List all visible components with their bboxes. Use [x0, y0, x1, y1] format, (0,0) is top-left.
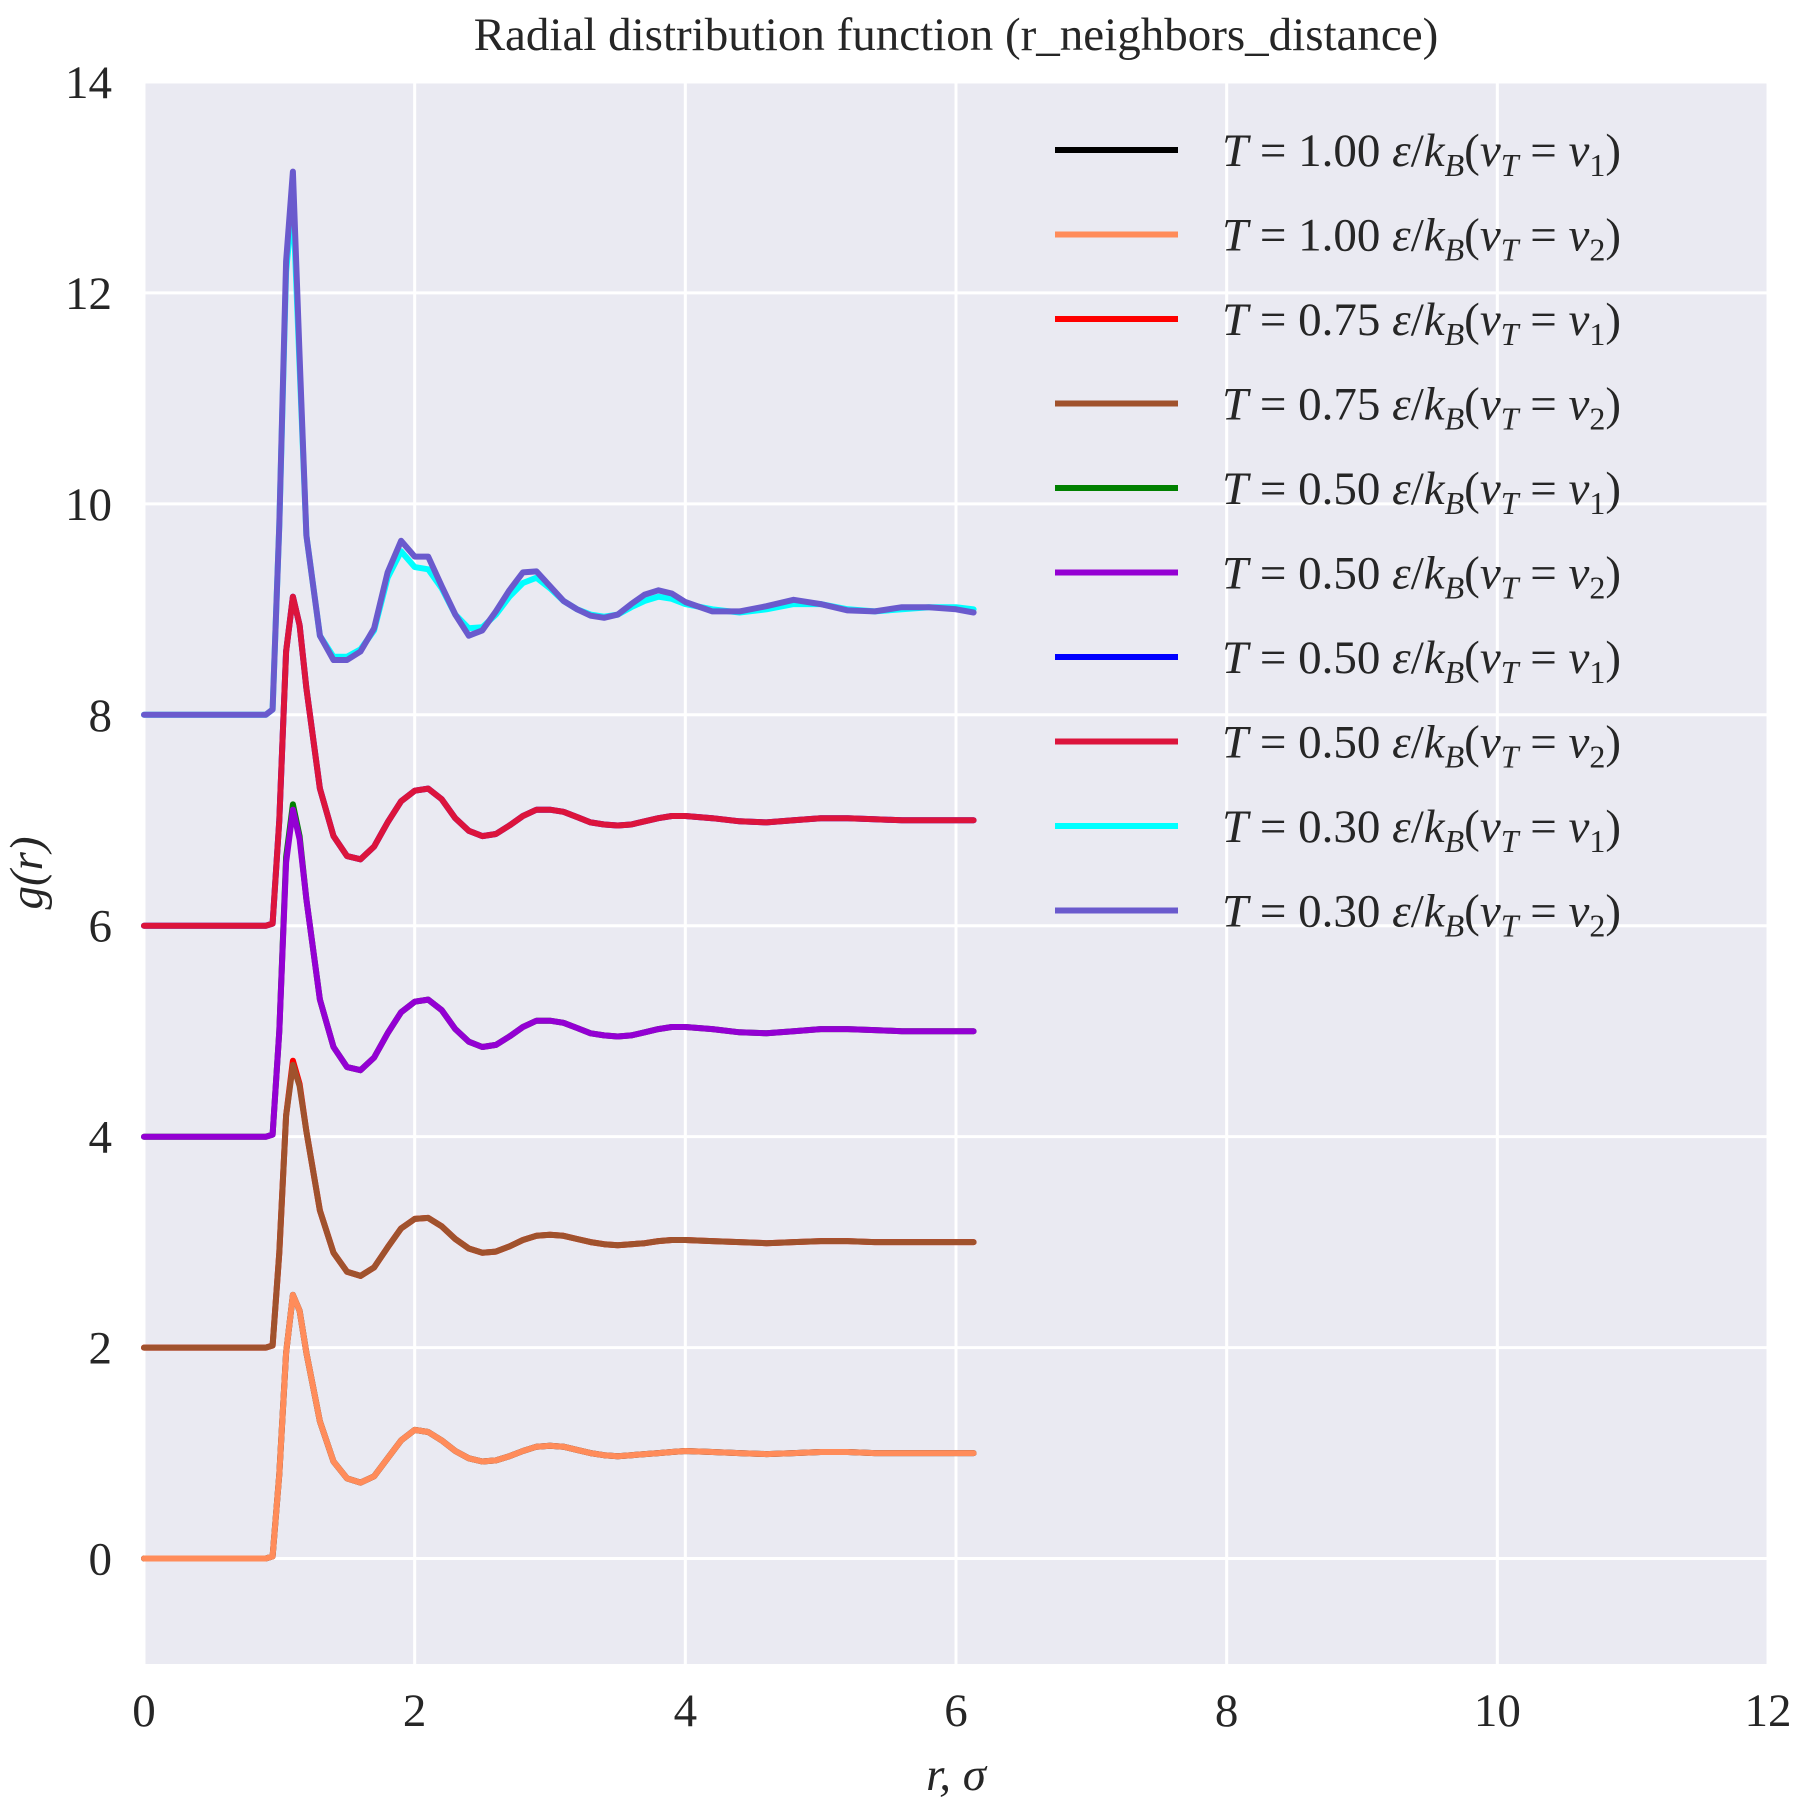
x-tick-label: 2	[403, 1685, 427, 1737]
legend-label: T = 1.00 ε/kB(vT = v2)	[1222, 210, 1621, 268]
x-axis-label: r, σ	[926, 1749, 988, 1801]
series-line	[141, 593, 977, 929]
y-tick-label: 10	[65, 479, 112, 531]
x-tick-label: 0	[132, 1685, 156, 1737]
grid-lines	[142, 80, 1770, 1664]
series-line	[141, 806, 977, 1140]
y-tick-label: 14	[65, 57, 112, 109]
y-tick-label: 2	[89, 1323, 113, 1375]
legend-label: T = 0.30 ε/kB(vT = v2)	[1222, 886, 1621, 944]
x-tick-label: 12	[1745, 1685, 1792, 1737]
series-line	[141, 1061, 977, 1351]
chart-title: Radial distribution function (r_neighbor…	[474, 9, 1439, 61]
legend-label: T = 1.00 ε/kB(vT = v1)	[1222, 125, 1621, 183]
y-tick-labels: 0 2 4 6 8 10 12 14	[65, 57, 112, 1586]
legend-label: T = 0.50 ε/kB(vT = v1)	[1222, 632, 1621, 690]
y-axis-label: g(r)	[1, 836, 53, 909]
series-line	[141, 168, 977, 718]
y-tick-label: 8	[89, 690, 113, 742]
series-lines	[141, 168, 977, 1562]
series-line	[141, 1291, 977, 1562]
legend-label: T = 0.50 ε/kB(vT = v2)	[1222, 548, 1621, 606]
legend-label: T = 0.75 ε/kB(vT = v1)	[1222, 294, 1621, 352]
x-tick-label: 10	[1474, 1685, 1521, 1737]
y-tick-label: 0	[89, 1534, 113, 1586]
y-tick-label: 4	[89, 1112, 113, 1164]
legend-label: T = 0.30 ε/kB(vT = v1)	[1222, 801, 1621, 859]
y-tick-label: 6	[89, 901, 113, 953]
x-tick-label: 4	[674, 1685, 698, 1737]
x-tick-label: 8	[1215, 1685, 1239, 1737]
legend: T = 1.00 ε/kB(vT = v1) T = 1.00 ε/kB(vT =…	[1055, 125, 1621, 944]
legend-label: T = 0.50 ε/kB(vT = v2)	[1222, 717, 1621, 775]
x-tick-label: 6	[944, 1685, 968, 1737]
x-tick-labels: 0 2 4 6 8 10 12	[132, 1685, 1791, 1737]
y-tick-label: 12	[65, 268, 112, 320]
legend-label: T = 0.75 ε/kB(vT = v2)	[1222, 379, 1621, 437]
legend-label: T = 0.50 ε/kB(vT = v1)	[1222, 463, 1621, 521]
